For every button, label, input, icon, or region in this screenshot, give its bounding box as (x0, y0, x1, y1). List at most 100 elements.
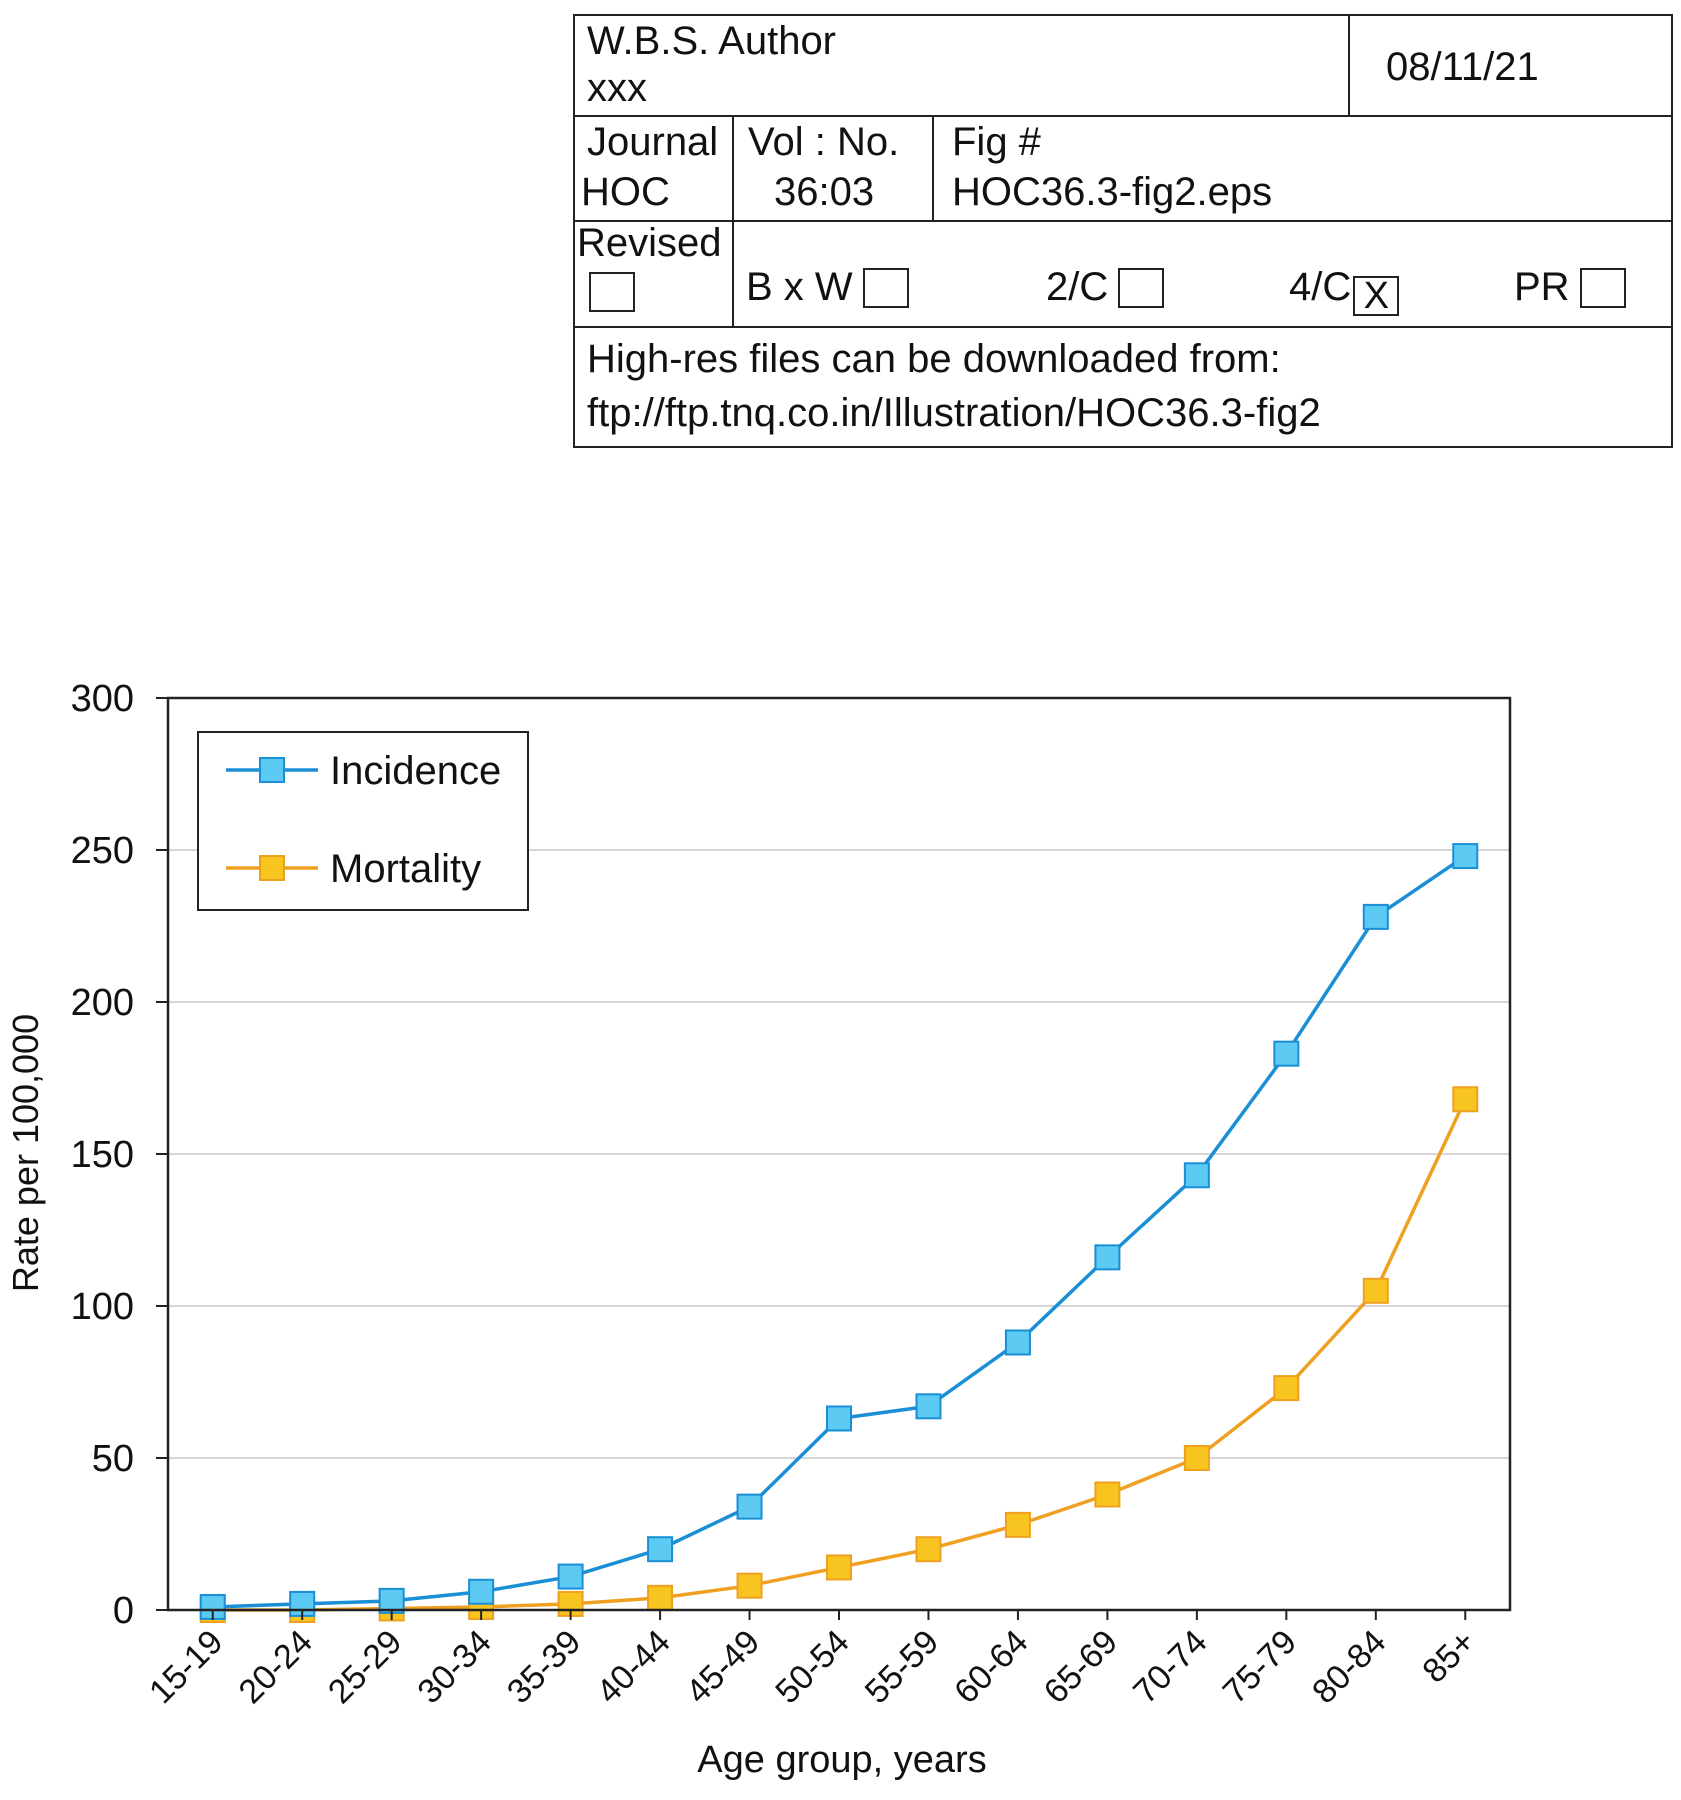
x-tick-label: 35-39 (500, 1623, 588, 1711)
journal-cell: Journal HOC (575, 117, 734, 220)
data-point (1004, 1511, 1031, 1538)
data-point (1362, 903, 1389, 930)
x-tick-label: 80-84 (1305, 1623, 1393, 1711)
rate-line-chart: 0 50 100 150 200 250 300 15-19 20-24 25-29 30-34 3… (0, 640, 1681, 1800)
series-lines (199, 843, 1479, 1623)
fig-cell: Fig # HOC36.3-fig2.eps (934, 117, 1671, 220)
data-point (468, 1578, 495, 1605)
twoc-checkbox (1118, 268, 1165, 308)
x-tick-label: 70-74 (1126, 1623, 1214, 1711)
author-cell: W.B.S. Author xxx (575, 16, 1350, 115)
x-tick-label: 25-29 (321, 1623, 409, 1711)
data-point (1094, 1481, 1121, 1508)
legend-label: Mortality (330, 847, 481, 891)
data-point (647, 1536, 674, 1563)
data-point (1094, 1244, 1121, 1271)
date-cell: 08/11/21 (1350, 16, 1671, 115)
fig-value: HOC36.3-fig2.eps (952, 170, 1273, 214)
author-label: W.B.S. Author (587, 19, 837, 63)
pr-checkbox (1579, 268, 1626, 308)
x-tick-label: 40-44 (589, 1623, 677, 1711)
twoc-label: 2/C (1046, 265, 1109, 309)
series-mortality (199, 1086, 1479, 1623)
data-point (1452, 843, 1479, 870)
data-point (1004, 1329, 1031, 1356)
proof-stamp: W.B.S. Author xxx 08/11/21 Journal HOC V… (573, 14, 1673, 448)
revised-cell: Revised (575, 221, 734, 326)
download-label: High-res files can be downloaded from: (587, 337, 1281, 381)
data-point (826, 1554, 852, 1581)
fourc-option: 4/C X (1289, 262, 1400, 316)
legend: Incidence Mortality (197, 731, 529, 911)
data-point (736, 1493, 763, 1520)
data-point (826, 1405, 852, 1432)
x-tick-label: 30-34 (410, 1623, 498, 1711)
journal-value: HOC (581, 170, 670, 214)
pr-option: PR (1514, 262, 1626, 313)
fourc-label: 4/C (1289, 265, 1352, 309)
data-point (1452, 1086, 1479, 1113)
x-tick-label: 20-24 (231, 1623, 319, 1711)
data-point (1273, 1040, 1300, 1067)
fig-label: Fig # (952, 120, 1041, 164)
stamp-row-color: Revised B x W 2/C 4/C X PR (575, 221, 1671, 328)
x-tick-label: 45-49 (679, 1623, 767, 1711)
stamp-row-journal: Journal HOC Vol : No. 36:03 Fig # HOC36.… (575, 117, 1671, 222)
data-point (1183, 1162, 1210, 1189)
legend-label: Incidence (330, 749, 501, 793)
series-line (212, 854, 1467, 1609)
data-point (915, 1536, 942, 1563)
stamp-date: 08/11/21 (1386, 45, 1539, 89)
y-tick-label: 100 (71, 1286, 134, 1328)
bw-label: B x W (746, 265, 853, 309)
revised-checkbox (589, 272, 635, 312)
stamp-row-author: W.B.S. Author xxx 08/11/21 (575, 16, 1671, 117)
fourc-checkbox: X (1353, 276, 1400, 316)
data-point (557, 1563, 584, 1590)
volno-cell: Vol : No. 36:03 (734, 117, 934, 220)
x-tick-label: 15-19 (142, 1623, 230, 1711)
stamp-row-download: High-res files can be downloaded from: f… (575, 328, 1671, 448)
data-point (1183, 1445, 1210, 1471)
data-point (915, 1393, 942, 1420)
y-tick-label: 50 (92, 1438, 134, 1480)
legend-item: Mortality (226, 847, 481, 891)
legend-marker (259, 855, 285, 881)
y-axis-title: Rate per 100,000 (5, 1014, 46, 1292)
y-tick-label: 200 (71, 982, 134, 1024)
legend-item: Incidence (226, 749, 501, 793)
x-tick-label: 55-59 (858, 1623, 946, 1711)
y-tick-labels: 0 50 100 150 200 250 300 (71, 678, 168, 1632)
legend-box (197, 731, 529, 911)
x-tick-label: 60-64 (947, 1623, 1035, 1711)
x-axis-title: Age group, years (697, 1739, 986, 1781)
twoc-option: 2/C (1046, 262, 1165, 313)
volno-value: 36:03 (774, 170, 875, 214)
pr-label: PR (1514, 265, 1570, 309)
data-point (647, 1584, 674, 1611)
color-options-cell: B x W 2/C 4/C X PR (734, 222, 1671, 326)
x-tick-label: 50-54 (768, 1623, 856, 1711)
gridlines (168, 849, 1510, 1459)
volno-label: Vol : No. (748, 120, 900, 164)
x-tick-label: 65-69 (1037, 1623, 1125, 1711)
y-tick-label: 250 (71, 830, 134, 872)
chart-svg: 0 50 100 150 200 250 300 15-19 20-24 25-29 30-34 3… (5, 678, 1512, 1781)
series-line (212, 1098, 1467, 1612)
download-url: ftp://ftp.tnq.co.in/Illustration/HOC36.3… (587, 391, 1321, 435)
x-tick-labels: 15-19 20-24 25-29 30-34 35-39 40-44 45-49 50-54… (142, 1610, 1483, 1711)
series-incidence (199, 843, 1479, 1620)
bw-checkbox (862, 268, 909, 308)
revised-label: Revised (577, 221, 722, 265)
x-tick-label: 85+ (1415, 1623, 1483, 1691)
author-value: xxx (587, 66, 647, 110)
journal-label: Journal (587, 120, 719, 164)
y-tick-label: 0 (113, 1590, 134, 1632)
legend-marker (259, 757, 285, 783)
y-tick-label: 300 (71, 678, 134, 720)
data-point (1362, 1277, 1389, 1304)
data-point (736, 1572, 763, 1599)
bw-option: B x W (746, 262, 909, 313)
x-tick-label: 75-79 (1216, 1623, 1304, 1711)
y-tick-label: 150 (71, 1134, 134, 1176)
